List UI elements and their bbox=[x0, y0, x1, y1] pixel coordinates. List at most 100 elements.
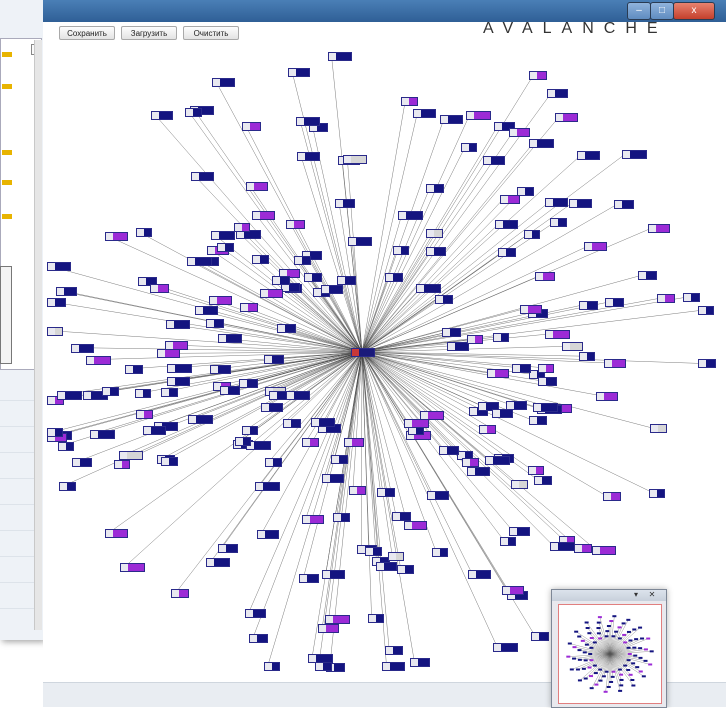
graph-node[interactable] bbox=[206, 558, 231, 568]
graph-node[interactable] bbox=[649, 488, 666, 498]
graph-node[interactable] bbox=[605, 297, 625, 307]
graph-node[interactable] bbox=[382, 661, 406, 671]
graph-node[interactable] bbox=[195, 306, 219, 316]
graph-node[interactable] bbox=[367, 614, 384, 624]
background-window-scrollbar[interactable] bbox=[34, 40, 42, 630]
graph-node[interactable] bbox=[568, 198, 592, 208]
graph-node[interactable] bbox=[492, 332, 509, 342]
graph-node[interactable] bbox=[576, 151, 600, 161]
graph-node[interactable] bbox=[188, 414, 214, 424]
graph-node[interactable] bbox=[408, 426, 425, 436]
graph-node[interactable] bbox=[562, 342, 584, 352]
graph-node[interactable] bbox=[301, 514, 324, 524]
graph-node[interactable] bbox=[324, 615, 350, 625]
graph-node[interactable] bbox=[506, 400, 528, 410]
graph-node[interactable] bbox=[165, 340, 189, 350]
graph-node[interactable] bbox=[621, 149, 647, 159]
graph-node[interactable] bbox=[322, 473, 345, 483]
graph-node[interactable] bbox=[57, 390, 83, 400]
graph-node[interactable] bbox=[210, 231, 235, 241]
graph-node[interactable] bbox=[302, 250, 323, 260]
pin-icon[interactable]: ▾ bbox=[633, 590, 638, 599]
graph-node[interactable] bbox=[435, 294, 454, 304]
graph-node[interactable] bbox=[544, 330, 570, 339]
graph-node[interactable] bbox=[101, 386, 119, 396]
graph-node[interactable] bbox=[583, 242, 607, 252]
graph-node[interactable] bbox=[538, 363, 555, 373]
list-item[interactable] bbox=[0, 504, 34, 505]
graph-node[interactable] bbox=[494, 121, 515, 131]
graph-node[interactable] bbox=[508, 526, 530, 536]
graph-node[interactable] bbox=[242, 425, 259, 435]
graph-node[interactable] bbox=[156, 349, 180, 359]
graph-node[interactable] bbox=[47, 396, 64, 406]
list-item[interactable] bbox=[0, 400, 34, 401]
graph-node[interactable] bbox=[638, 271, 658, 281]
graph-node[interactable] bbox=[403, 521, 427, 531]
graph-root-node[interactable] bbox=[351, 348, 375, 357]
graph-node[interactable] bbox=[263, 355, 284, 365]
graph-node[interactable] bbox=[375, 561, 397, 571]
graph-node[interactable] bbox=[166, 376, 190, 386]
graph-node[interactable] bbox=[426, 246, 447, 256]
list-item[interactable] bbox=[0, 608, 34, 609]
graph-node[interactable] bbox=[494, 220, 518, 230]
graph-node[interactable] bbox=[142, 426, 166, 436]
graph-node[interactable] bbox=[545, 198, 569, 208]
list-item[interactable] bbox=[0, 478, 34, 479]
graph-node[interactable] bbox=[493, 642, 519, 652]
graph-node[interactable] bbox=[244, 608, 266, 618]
graph-node[interactable] bbox=[592, 546, 617, 556]
graph-node[interactable] bbox=[321, 569, 345, 579]
graph-node[interactable] bbox=[462, 458, 480, 468]
graph-node[interactable] bbox=[161, 387, 179, 397]
graph-node[interactable] bbox=[257, 530, 280, 540]
graph-node[interactable] bbox=[330, 454, 348, 464]
graph-node[interactable] bbox=[401, 96, 419, 106]
graph-node[interactable] bbox=[533, 475, 552, 485]
graph-node[interactable] bbox=[233, 222, 250, 232]
graph-node[interactable] bbox=[613, 199, 634, 209]
graph-node[interactable] bbox=[337, 275, 357, 285]
graph-node[interactable] bbox=[397, 210, 423, 220]
graph-node[interactable] bbox=[296, 116, 321, 126]
graph-node[interactable] bbox=[299, 573, 320, 583]
graph-node[interactable] bbox=[579, 300, 599, 310]
graph-node[interactable] bbox=[603, 358, 626, 368]
list-item[interactable] bbox=[0, 452, 34, 453]
graph-node[interactable] bbox=[647, 224, 670, 234]
graph-node[interactable] bbox=[120, 563, 146, 573]
graph-node[interactable] bbox=[485, 456, 511, 466]
graph-node[interactable] bbox=[410, 658, 431, 668]
graph-node[interactable] bbox=[698, 306, 714, 316]
title-bar[interactable]: – □ x bbox=[43, 0, 726, 22]
graph-node[interactable] bbox=[288, 68, 311, 78]
graph-node[interactable] bbox=[276, 324, 296, 334]
graph-node[interactable] bbox=[549, 542, 575, 552]
graph-node[interactable] bbox=[272, 276, 291, 286]
graph-node[interactable] bbox=[343, 155, 368, 165]
graph-node[interactable] bbox=[376, 488, 395, 498]
graph-node[interactable] bbox=[510, 479, 528, 489]
graph-node[interactable] bbox=[392, 512, 412, 522]
graph-node[interactable] bbox=[529, 370, 546, 380]
graph-node[interactable] bbox=[150, 284, 170, 294]
graph-node[interactable] bbox=[55, 287, 77, 297]
graph-node[interactable] bbox=[171, 589, 190, 599]
graph-node[interactable] bbox=[254, 482, 280, 492]
graph-node[interactable] bbox=[118, 451, 143, 461]
graph-node[interactable] bbox=[335, 198, 356, 208]
graph-node[interactable] bbox=[71, 458, 92, 468]
graph-node[interactable] bbox=[235, 437, 252, 447]
graph-node[interactable] bbox=[190, 171, 214, 181]
graph-node[interactable] bbox=[348, 485, 366, 495]
graph-node[interactable] bbox=[650, 424, 668, 434]
graph-node[interactable] bbox=[252, 210, 276, 220]
graph-node[interactable] bbox=[105, 528, 129, 538]
graph-node[interactable] bbox=[439, 115, 463, 125]
graph-node[interactable] bbox=[86, 355, 112, 365]
graph-node[interactable] bbox=[206, 318, 225, 328]
graph-node[interactable] bbox=[442, 328, 462, 338]
graph-node[interactable] bbox=[161, 456, 178, 466]
load-graph-button[interactable]: Загрузить граф bbox=[121, 26, 177, 52]
